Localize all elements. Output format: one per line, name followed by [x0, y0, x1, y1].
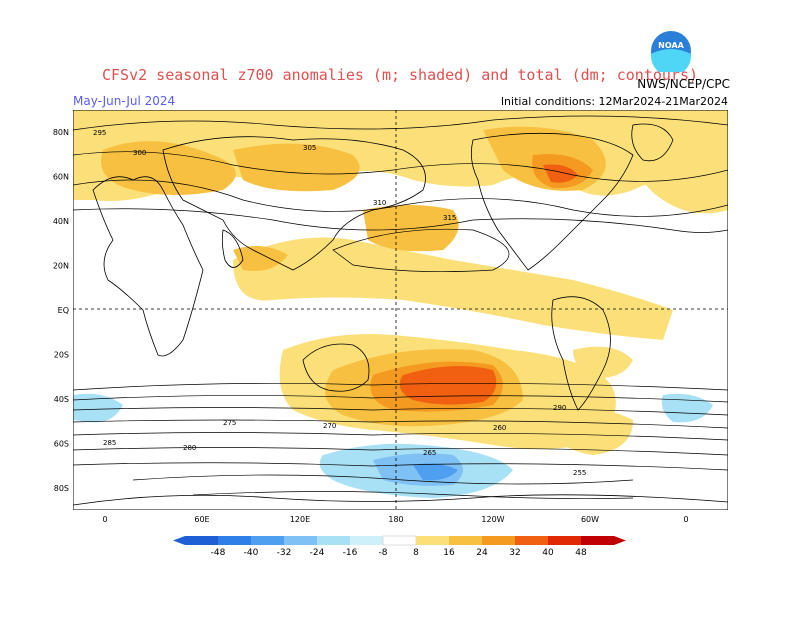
lon-tick-label: 120E: [290, 515, 310, 524]
lat-tick-label: 20N: [53, 262, 69, 271]
colorbar-swatch: [382, 535, 417, 546]
lat-tick-label: 20S: [54, 351, 69, 360]
colorbar-label: -24: [310, 548, 325, 558]
colorbar-label: -48: [211, 548, 226, 558]
map-axes: 80N 60N 40N 20N EQ 20S 40S 60S 80S 0 60E 120E 180 120…: [53, 128, 689, 524]
colorbar-label: 24: [476, 548, 488, 558]
colorbar-label: 40: [542, 548, 554, 558]
contour-label: 300: [133, 149, 146, 157]
colorbar-label: 32: [509, 548, 520, 558]
lon-tick-label: 60W: [581, 515, 599, 524]
season-label: May-Jun-Jul 2024: [73, 94, 176, 108]
noaa-logo-icon: NOAA: [651, 31, 691, 72]
contour-label: 265: [423, 449, 436, 457]
height-contours: [73, 115, 728, 499]
lat-tick-label: 80S: [54, 484, 69, 493]
lat-tick-label: 40S: [54, 395, 69, 404]
anomaly-map: 295 300 305 310 315 285 280 275 270 265 260 255 290: [73, 110, 728, 510]
org-label: NWS/NCEP/CPC: [637, 77, 730, 91]
colorbar-label: 48: [575, 548, 587, 558]
colorbar-label: 8: [413, 548, 419, 558]
colorbar-swatch: [515, 536, 548, 545]
colorbar-label: -16: [343, 548, 358, 558]
lon-tick-label: 60E: [194, 515, 209, 524]
colorbar-right-arrow: [614, 536, 626, 545]
colorbar-swatch: [317, 536, 350, 545]
lon-tick-label: 0: [102, 515, 107, 524]
chart-title: CFSv2 seasonal z700 anomalies (m; shaded…: [101, 66, 699, 84]
lat-tick-label: 80N: [53, 128, 69, 137]
contour-label: 310: [373, 199, 386, 207]
colorbar-swatch: [482, 536, 515, 545]
colorbar-swatch: [581, 536, 614, 545]
contour-label: 315: [443, 214, 456, 222]
colorbar-label: 16: [443, 548, 455, 558]
contour-label: 275: [223, 419, 236, 427]
colorbar-swatch: [449, 536, 482, 545]
anomaly-shading: [73, 110, 728, 498]
contour-label: 290: [553, 404, 566, 412]
colorbar-left-arrow: [173, 536, 185, 545]
colorbar-swatch: [284, 536, 317, 545]
contour-label: 295: [93, 129, 106, 137]
contour-label: 285: [103, 439, 116, 447]
lon-tick-label: 0: [683, 515, 688, 524]
colorbar-label: -40: [244, 548, 259, 558]
initial-conditions: Initial conditions: 12Mar2024-21Mar2024: [500, 95, 728, 108]
colorbar-swatch: [416, 536, 449, 545]
lat-tick-label: EQ: [58, 306, 69, 315]
colorbar-label: -32: [277, 548, 292, 558]
lon-tick-label: 120W: [481, 515, 504, 524]
coastlines: [73, 123, 728, 506]
colorbar: -48 -40 -32 -24 -16 -8 8 16 24 32 40 48: [173, 535, 626, 558]
lat-tick-label: 60S: [54, 440, 69, 449]
colorbar-swatch: [185, 536, 218, 545]
lat-tick-label: 60N: [53, 173, 69, 182]
lon-tick-label: 180: [388, 515, 403, 524]
svg-text:NOAA: NOAA: [658, 41, 684, 50]
colorbar-swatch: [251, 536, 284, 545]
contour-label: 260: [493, 424, 506, 432]
contour-label: 270: [323, 422, 336, 430]
contour-label: 305: [303, 144, 316, 152]
lat-tick-label: 40N: [53, 217, 69, 226]
colorbar-label: -8: [379, 548, 388, 558]
colorbar-swatch: [218, 536, 251, 545]
contour-label: 255: [573, 469, 586, 477]
colorbar-swatch: [350, 536, 383, 545]
contour-label: 280: [183, 444, 196, 452]
colorbar-swatch: [548, 536, 581, 545]
